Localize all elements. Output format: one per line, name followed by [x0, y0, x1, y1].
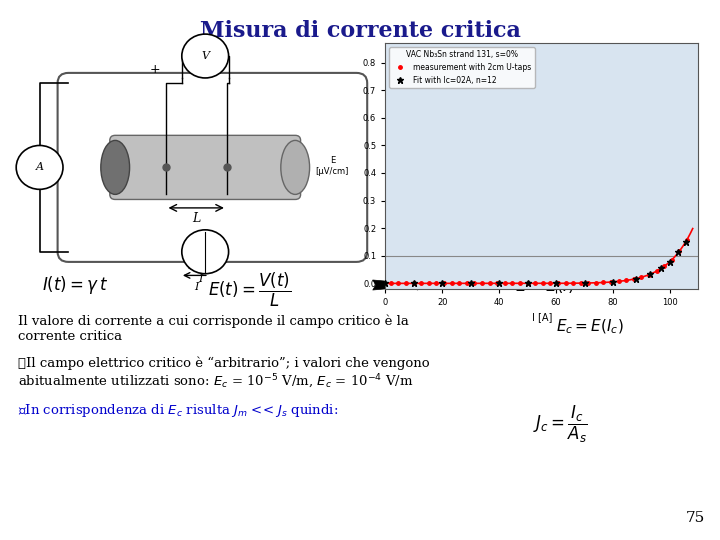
Text: Il valore di corrente a cui corrisponde il campo critico è la
corrente critica: Il valore di corrente a cui corrisponde … — [18, 315, 409, 343]
measurement with 2cm U-taps — [470, 280, 479, 287]
measurement with 2cm U-taps — [637, 274, 646, 280]
Text: $E(t)=\dfrac{V(t)}{L}$: $E(t)=\dfrac{V(t)}{L}$ — [208, 271, 292, 309]
Fit with Ic=02A, n=12 — [410, 280, 418, 287]
Fit with Ic=02A, n=12 — [552, 280, 560, 287]
Ellipse shape — [101, 140, 130, 194]
measurement with 2cm U-taps — [683, 237, 691, 243]
measurement with 2cm U-taps — [500, 280, 509, 287]
measurement with 2cm U-taps — [592, 280, 600, 286]
measurement with 2cm U-taps — [432, 280, 441, 287]
measurement with 2cm U-taps — [523, 280, 532, 287]
Text: V: V — [201, 51, 210, 61]
Text: L: L — [192, 212, 200, 225]
measurement with 2cm U-taps — [531, 280, 539, 287]
measurement with 2cm U-taps — [584, 280, 593, 286]
measurement with 2cm U-taps — [394, 280, 402, 287]
Text: ➤Il campo elettrico critico è “arbitrario”; i valori che vengono
abitualmente ut: ➤Il campo elettrico critico è “arbitrari… — [18, 357, 430, 391]
Y-axis label: E
[μV/cm]: E [μV/cm] — [315, 157, 349, 176]
Fit with Ic=02A, n=12 — [665, 258, 674, 265]
measurement with 2cm U-taps — [508, 280, 517, 287]
measurement with 2cm U-taps — [417, 280, 426, 287]
measurement with 2cm U-taps — [455, 280, 464, 287]
measurement with 2cm U-taps — [644, 272, 653, 278]
measurement with 2cm U-taps — [410, 280, 418, 287]
measurement with 2cm U-taps — [539, 280, 547, 287]
Circle shape — [16, 145, 63, 190]
measurement with 2cm U-taps — [402, 280, 410, 287]
measurement with 2cm U-taps — [546, 280, 554, 287]
Text: I: I — [198, 274, 202, 284]
measurement with 2cm U-taps — [607, 279, 616, 285]
Text: ➤In corrispondenza di $E_c$ risulta $J_m$ << $J_s$ quindi:: ➤In corrispondenza di $E_c$ risulta $J_m… — [18, 402, 338, 419]
Circle shape — [182, 230, 229, 274]
measurement with 2cm U-taps — [462, 280, 471, 287]
measurement with 2cm U-taps — [599, 279, 608, 286]
Text: $I(t)=\gamma\,t$: $I(t)=\gamma\,t$ — [42, 274, 108, 296]
measurement with 2cm U-taps — [577, 280, 585, 286]
Fit with Ic=02A, n=12 — [631, 275, 640, 282]
Text: $J_c=\dfrac{I_c}{A_s}$: $J_c=\dfrac{I_c}{A_s}$ — [533, 404, 588, 445]
measurement with 2cm U-taps — [387, 280, 395, 287]
Fit with Ic=02A, n=12 — [381, 280, 390, 287]
Fit with Ic=02A, n=12 — [580, 280, 589, 286]
Text: Misura di corrente critica: Misura di corrente critica — [199, 20, 521, 42]
measurement with 2cm U-taps — [569, 280, 577, 286]
measurement with 2cm U-taps — [485, 280, 494, 287]
Text: $E_c=E(I_c)$: $E_c=E(I_c)$ — [556, 318, 624, 336]
Fit with Ic=02A, n=12 — [523, 280, 532, 287]
measurement with 2cm U-taps — [614, 278, 623, 285]
Text: $E=E(I)$: $E=E(I)$ — [515, 275, 575, 295]
measurement with 2cm U-taps — [493, 280, 502, 287]
Line: measurement with 2cm U-taps: measurement with 2cm U-taps — [389, 238, 689, 285]
Text: 75: 75 — [685, 511, 705, 525]
Fit with Ic=02A, n=12 — [657, 265, 666, 272]
Ellipse shape — [281, 140, 310, 194]
measurement with 2cm U-taps — [440, 280, 449, 287]
Fit with Ic=02A, n=12 — [681, 239, 690, 245]
measurement with 2cm U-taps — [425, 280, 433, 287]
measurement with 2cm U-taps — [554, 280, 562, 287]
Text: +: + — [150, 63, 160, 76]
measurement with 2cm U-taps — [675, 248, 684, 254]
Fit with Ic=02A, n=12 — [467, 280, 475, 287]
FancyBboxPatch shape — [110, 136, 301, 199]
Fit with Ic=02A, n=12 — [438, 280, 446, 287]
Legend: measurement with 2cm U-taps, Fit with Ic=02A, n=12: measurement with 2cm U-taps, Fit with Ic… — [389, 47, 535, 88]
measurement with 2cm U-taps — [667, 256, 676, 263]
Text: A: A — [35, 163, 44, 172]
Fit with Ic=02A, n=12 — [646, 271, 654, 278]
Fit with Ic=02A, n=12 — [674, 249, 683, 255]
Fit with Ic=02A, n=12 — [608, 279, 617, 285]
measurement with 2cm U-taps — [516, 280, 524, 287]
measurement with 2cm U-taps — [561, 280, 570, 287]
Fit with Ic=02A, n=12 — [495, 280, 503, 287]
Circle shape — [182, 34, 229, 78]
Line: Fit with Ic=02A, n=12: Fit with Ic=02A, n=12 — [382, 239, 689, 287]
X-axis label: I [A]: I [A] — [531, 313, 552, 322]
Text: I: I — [194, 282, 199, 292]
measurement with 2cm U-taps — [629, 276, 638, 282]
measurement with 2cm U-taps — [660, 263, 669, 269]
measurement with 2cm U-taps — [652, 268, 661, 274]
measurement with 2cm U-taps — [622, 277, 631, 284]
measurement with 2cm U-taps — [477, 280, 486, 287]
measurement with 2cm U-taps — [447, 280, 456, 287]
